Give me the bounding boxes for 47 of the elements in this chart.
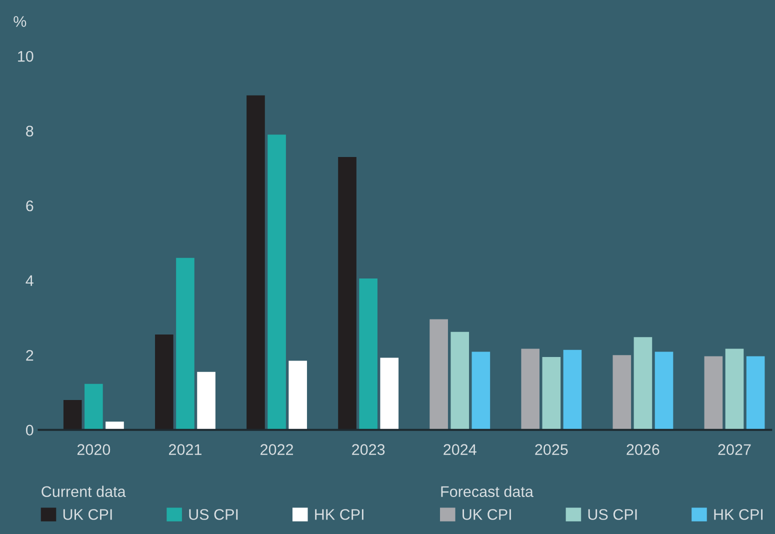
y-tick-label: 4	[26, 275, 34, 286]
bar	[521, 348, 540, 430]
bar	[612, 355, 632, 430]
y-tick-label: 8	[26, 126, 34, 137]
bar	[380, 358, 399, 430]
text: Current data	[42, 486, 126, 498]
y-tick-label: 0	[26, 424, 34, 436]
y-tick-label: 6	[26, 200, 34, 212]
legend-label: UK CPI	[63, 509, 112, 520]
y-tick-label: 10	[18, 50, 34, 62]
x-tick-label: 2026	[626, 444, 660, 455]
bar	[338, 156, 356, 430]
bar	[268, 134, 286, 430]
x-tick-label: 2027	[718, 444, 751, 455]
y-tick-label: 2	[26, 350, 34, 361]
bar	[542, 356, 561, 430]
bar	[288, 360, 307, 430]
x-tick-label: 2025	[535, 444, 568, 455]
y-axis-title: %	[14, 16, 26, 27]
bar	[246, 95, 265, 430]
bar	[84, 384, 103, 430]
x-tick-label: 2020	[77, 444, 110, 455]
legend-label: HK CPI	[315, 509, 364, 520]
legend-label: US CPI	[189, 509, 238, 520]
bar	[106, 422, 124, 430]
bar	[430, 319, 448, 430]
bar	[155, 334, 174, 430]
legend-label: HK CPI	[714, 509, 763, 520]
bar	[704, 356, 723, 430]
bar	[63, 400, 82, 430]
bar	[197, 372, 216, 430]
bar	[176, 258, 194, 430]
bar	[746, 356, 765, 430]
bar	[634, 337, 652, 430]
legend-label: UK CPI	[462, 509, 511, 520]
x-tick-label: 2022	[260, 444, 293, 455]
bar	[563, 350, 582, 430]
bar	[472, 352, 490, 430]
x-tick-label: 2021	[169, 444, 202, 455]
x-tick-label: 2024	[444, 444, 476, 455]
legend-label: US CPI	[588, 509, 637, 520]
bar	[450, 332, 470, 430]
bar	[359, 278, 378, 430]
x-tick-label: 2023	[352, 444, 385, 455]
bar	[725, 348, 744, 430]
bar	[654, 352, 674, 430]
text: Forecast data	[441, 486, 534, 498]
